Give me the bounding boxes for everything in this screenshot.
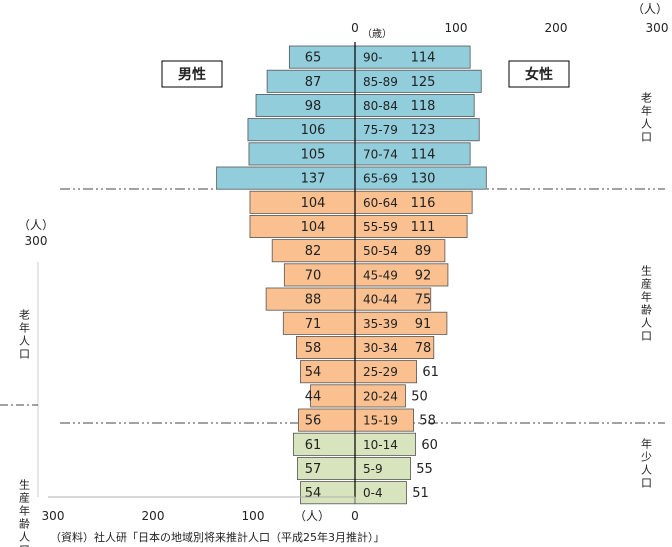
value-label-female: 60 (421, 438, 438, 453)
age-label: 85-89 (363, 75, 398, 89)
group-label-working: 生産年齢人口 (640, 264, 653, 343)
age-label: 45-49 (363, 268, 398, 282)
left-ghost-group-2: 生産年齢人口 (18, 478, 31, 547)
value-label-female: 118 (411, 99, 436, 114)
age-label: 80-84 (363, 99, 398, 113)
value-label-female: 114 (411, 51, 436, 66)
bottom-tick-200: 200 (142, 509, 165, 523)
value-label-male: 57 (305, 462, 322, 477)
left-ghost-unit: （人） (18, 218, 54, 232)
value-label-male: 71 (305, 317, 322, 332)
value-label-female: 116 (411, 196, 436, 211)
value-label-female: 89 (415, 244, 432, 259)
value-label-male: 56 (305, 414, 322, 429)
value-label-male: 54 (305, 365, 322, 380)
left-ghost-group-1: 老年人口 (18, 309, 31, 361)
age-label: 75-79 (363, 123, 398, 137)
value-label-male: 65 (305, 51, 322, 66)
female-label: 女性 (525, 66, 553, 83)
value-label-female: 75 (415, 293, 432, 308)
age-label: 65-69 (363, 172, 398, 186)
value-label-male: 54 (305, 486, 322, 501)
age-label: 0-4 (363, 486, 383, 500)
age-label: 20-24 (363, 389, 398, 403)
value-label-female: 51 (412, 486, 429, 501)
male-label: 男性 (178, 66, 206, 83)
female-box (508, 60, 570, 88)
age-label: 30-34 (363, 341, 398, 355)
age-label: 35-39 (363, 317, 398, 331)
value-label-male: 104 (301, 196, 326, 211)
value-label-female: 61 (422, 365, 439, 380)
value-label-female: 91 (415, 317, 432, 332)
value-label-female: 58 (419, 414, 436, 429)
value-label-female: 130 (411, 172, 436, 187)
age-label: 60-64 (363, 196, 398, 210)
age-label: 55-59 (363, 220, 398, 234)
top-unit-label: （人） (632, 2, 668, 16)
value-label-male: 104 (301, 220, 326, 235)
age-label: 40-44 (363, 293, 398, 307)
male-box (161, 60, 223, 88)
value-label-male: 44 (305, 389, 322, 404)
value-label-female: 111 (411, 220, 436, 235)
bottom-tick-100: 100 (242, 509, 265, 523)
value-label-male: 87 (305, 75, 322, 90)
bottom-tick-0: 0 (351, 509, 359, 523)
bottom-tick-300: 300 (42, 509, 65, 523)
age-label: 25-29 (363, 365, 398, 379)
value-label-male: 137 (301, 172, 326, 187)
value-label-female: 55 (416, 462, 433, 477)
age-label: 50-54 (363, 244, 398, 258)
group-label-elderly: 老年人口 (640, 92, 653, 144)
value-label-male: 82 (305, 244, 322, 259)
age-label: 5-9 (363, 462, 383, 476)
value-label-male: 61 (305, 438, 322, 453)
value-label-male: 106 (301, 123, 326, 138)
bottom-unit-label: （人） (294, 509, 330, 523)
value-label-female: 50 (411, 389, 428, 404)
top-tick-0: 0 (351, 21, 359, 35)
top-tick-200: 200 (545, 21, 568, 35)
value-label-female: 123 (411, 123, 436, 138)
bar-male (288, 45, 356, 69)
top-tick-100: 100 (445, 21, 468, 35)
age-label: 10-14 (363, 438, 398, 452)
bar-male (292, 432, 356, 456)
age-label: 70-74 (363, 147, 398, 161)
value-label-female: 78 (415, 341, 432, 356)
value-label-male: 98 (305, 99, 322, 114)
age-label: 15-19 (363, 414, 398, 428)
age-unit-label: （歳） (362, 28, 392, 40)
value-label-female: 92 (415, 268, 432, 283)
age-label: 90- (363, 51, 383, 65)
source-note: （資料）社人研「日本の地域別将来推計人口（平成25年3月推計）」 (50, 530, 385, 544)
value-label-female: 114 (411, 147, 436, 162)
value-label-male: 70 (305, 268, 322, 283)
bars-layer: 65 90- 114 87 85-89 125 98 80-84 118 106 75-79 123 1… (216, 45, 487, 505)
group-label-youth: 年少人口 (640, 437, 653, 490)
value-label-male: 58 (305, 341, 322, 356)
value-label-male: 105 (301, 147, 326, 162)
value-label-male: 88 (305, 293, 322, 308)
top-tick-300: 300 (646, 21, 669, 35)
bar-male (216, 166, 356, 190)
left-ghost-tick: 300 (25, 234, 48, 248)
value-label-female: 125 (411, 75, 436, 90)
